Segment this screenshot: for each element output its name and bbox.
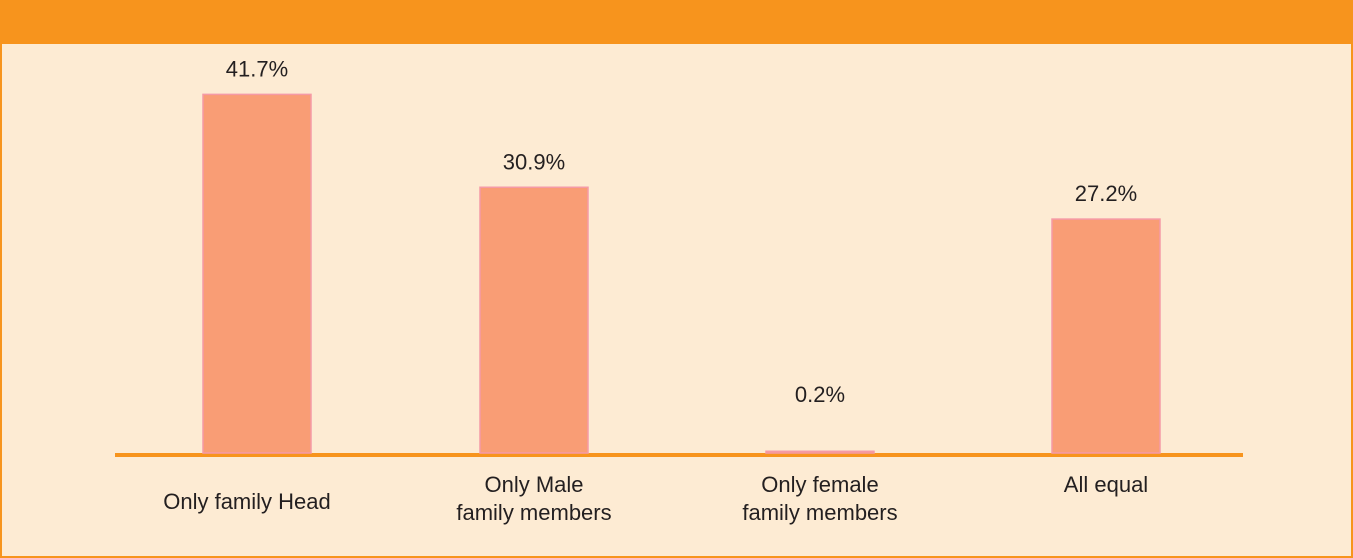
data-label: 27.2% — [1075, 181, 1137, 206]
bar — [765, 450, 875, 454]
x-tick-label: Only Male family members — [456, 472, 612, 525]
bar — [479, 186, 589, 454]
data-label: 30.9% — [503, 149, 565, 174]
x-tick-label: Only female family members — [742, 472, 898, 525]
x-tick-label: All equal — [1063, 472, 1149, 497]
data-label: 0.2% — [795, 382, 845, 407]
bar — [202, 93, 312, 454]
data-label: 41.7% — [226, 56, 288, 81]
bar — [1051, 218, 1161, 454]
x-tick-label: Only family Head — [163, 489, 331, 514]
header-band — [0, 0, 1353, 44]
